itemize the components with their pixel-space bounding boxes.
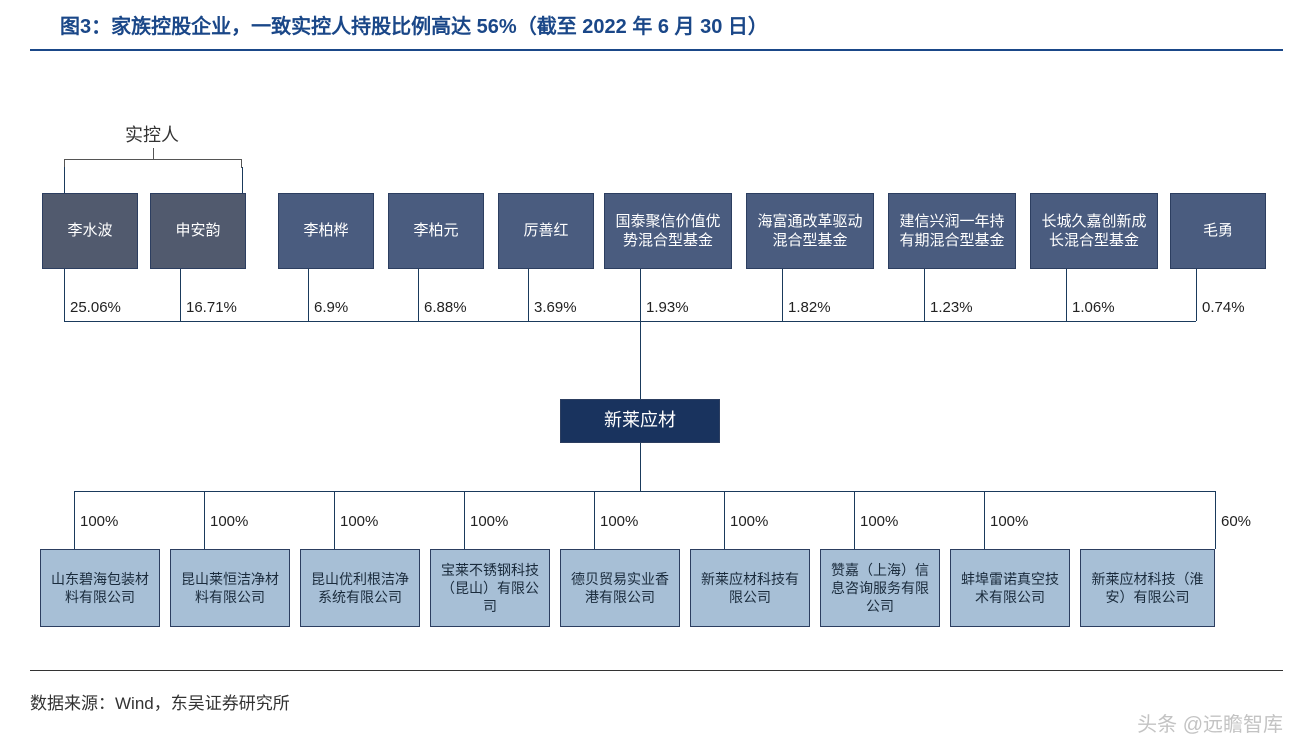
connector-line [64, 269, 65, 321]
subsidiary-box: 新莱应材科技（淮安）有限公司 [1080, 549, 1215, 627]
connector-line [418, 269, 419, 321]
shareholder-pct: 1.23% [930, 299, 973, 316]
connector-line [1066, 269, 1067, 321]
connector-line [984, 491, 985, 549]
connector-line [924, 269, 925, 321]
center-company: 新莱应材 [560, 399, 720, 443]
shareholder-pct: 0.74% [1202, 299, 1245, 316]
subsidiary-pct: 100% [210, 513, 248, 530]
connector-line [308, 269, 309, 321]
org-chart: 实控人李水波 25.06% 申安韵 16.71% 李柏桦 6.9% 李柏元 6.88% 厉善红 3… [30, 51, 1283, 671]
connector-line [334, 491, 335, 549]
watermark: 头条 @远瞻智库 [1137, 708, 1283, 737]
subsidiary-pct: 100% [80, 513, 118, 530]
connector-line [854, 491, 855, 549]
connector-line [180, 269, 181, 321]
data-source: 数据来源：Wind，东吴证券研究所 [30, 689, 1283, 714]
controller-bracket [64, 159, 242, 169]
connector-line [782, 269, 783, 321]
shareholder-pct: 16.71% [186, 299, 237, 316]
figure-title: 图3：家族控股企业，一致实控人持股比例高达 56%（截至 2022 年 6 月 … [30, 0, 1283, 51]
connector-line [1196, 269, 1197, 321]
shareholder-box: 建信兴润一年持有期混合型基金 [888, 193, 1016, 269]
subsidiary-pct: 100% [340, 513, 378, 530]
controller-label: 实控人 [125, 121, 179, 147]
top-bus [64, 321, 1196, 322]
shareholder-box: 毛勇 [1170, 193, 1266, 269]
shareholder-box: 厉善红 [498, 193, 594, 269]
subsidiary-box: 赞嘉（上海）信息咨询服务有限公司 [820, 549, 940, 627]
subsidiary-box: 蚌埠雷诺真空技术有限公司 [950, 549, 1070, 627]
connector-line [464, 491, 465, 549]
shareholder-box: 申安韵 [150, 193, 246, 269]
shareholder-pct: 25.06% [70, 299, 121, 316]
shareholder-pct: 1.82% [788, 299, 831, 316]
connector-line [74, 491, 75, 549]
shareholder-pct: 3.69% [534, 299, 577, 316]
shareholder-box: 李水波 [42, 193, 138, 269]
center-stem-top [640, 321, 641, 399]
shareholder-pct: 6.88% [424, 299, 467, 316]
shareholder-box: 国泰聚信价值优势混合型基金 [604, 193, 732, 269]
shareholder-box: 长城久嘉创新成长混合型基金 [1030, 193, 1158, 269]
shareholder-pct: 1.06% [1072, 299, 1115, 316]
subsidiary-pct: 100% [600, 513, 638, 530]
shareholder-box: 李柏桦 [278, 193, 374, 269]
subsidiary-pct: 100% [860, 513, 898, 530]
connector-line [1215, 491, 1216, 549]
connector-line [204, 491, 205, 549]
center-stem-bot [640, 443, 641, 491]
shareholder-box: 海富通改革驱动混合型基金 [746, 193, 874, 269]
shareholder-pct: 6.9% [314, 299, 348, 316]
connector-line [594, 491, 595, 549]
subsidiary-box: 山东碧海包装材料有限公司 [40, 549, 160, 627]
subsidiary-box: 德贝贸易实业香港有限公司 [560, 549, 680, 627]
subsidiary-pct: 60% [1221, 513, 1251, 530]
shareholder-pct: 1.93% [646, 299, 689, 316]
connector-line [640, 269, 641, 321]
subsidiary-box: 昆山莱恒洁净材料有限公司 [170, 549, 290, 627]
subsidiary-box: 宝莱不锈钢科技（昆山）有限公司 [430, 549, 550, 627]
shareholder-box: 李柏元 [388, 193, 484, 269]
subsidiary-pct: 100% [470, 513, 508, 530]
connector-line [724, 491, 725, 549]
subsidiary-pct: 100% [990, 513, 1028, 530]
subsidiary-pct: 100% [730, 513, 768, 530]
subsidiary-box: 新莱应材科技有限公司 [690, 549, 810, 627]
subsidiary-box: 昆山优利根洁净系统有限公司 [300, 549, 420, 627]
connector-line [528, 269, 529, 321]
bottom-bus [74, 491, 1215, 492]
